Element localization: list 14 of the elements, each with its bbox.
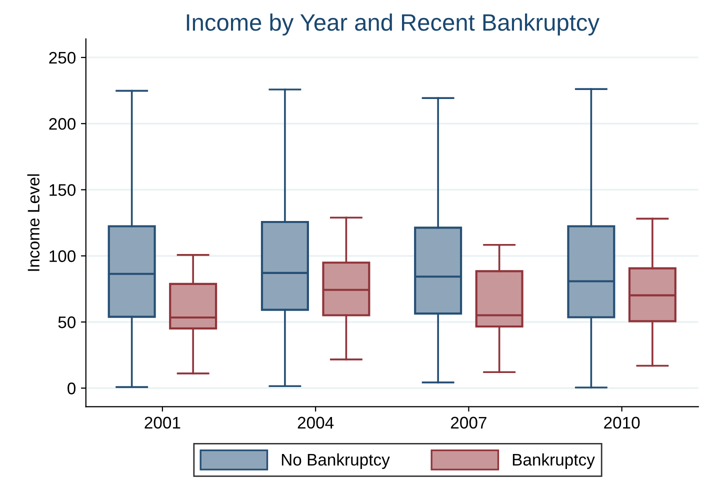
chart-title: Income by Year and Recent Bankruptcy xyxy=(186,14,600,36)
y-tick-label: 250 xyxy=(49,52,76,64)
y-tick-label: 100 xyxy=(50,250,76,262)
x-tick-label: 2004 xyxy=(298,416,334,429)
y-tick-label: 150 xyxy=(50,184,76,196)
x-tick-label: 2007 xyxy=(450,416,486,429)
legend-label: Bankruptcy xyxy=(512,453,595,469)
y-axis-title: Income Level xyxy=(27,174,40,271)
y-tick-label: 200 xyxy=(49,118,76,130)
legend-label: No Bankruptcy xyxy=(282,453,390,469)
y-tick-label: 0 xyxy=(68,382,76,394)
x-tick-label: 2010 xyxy=(604,416,640,429)
x-tick-label: 2001 xyxy=(144,416,180,429)
y-tick-label: 50 xyxy=(58,316,76,328)
